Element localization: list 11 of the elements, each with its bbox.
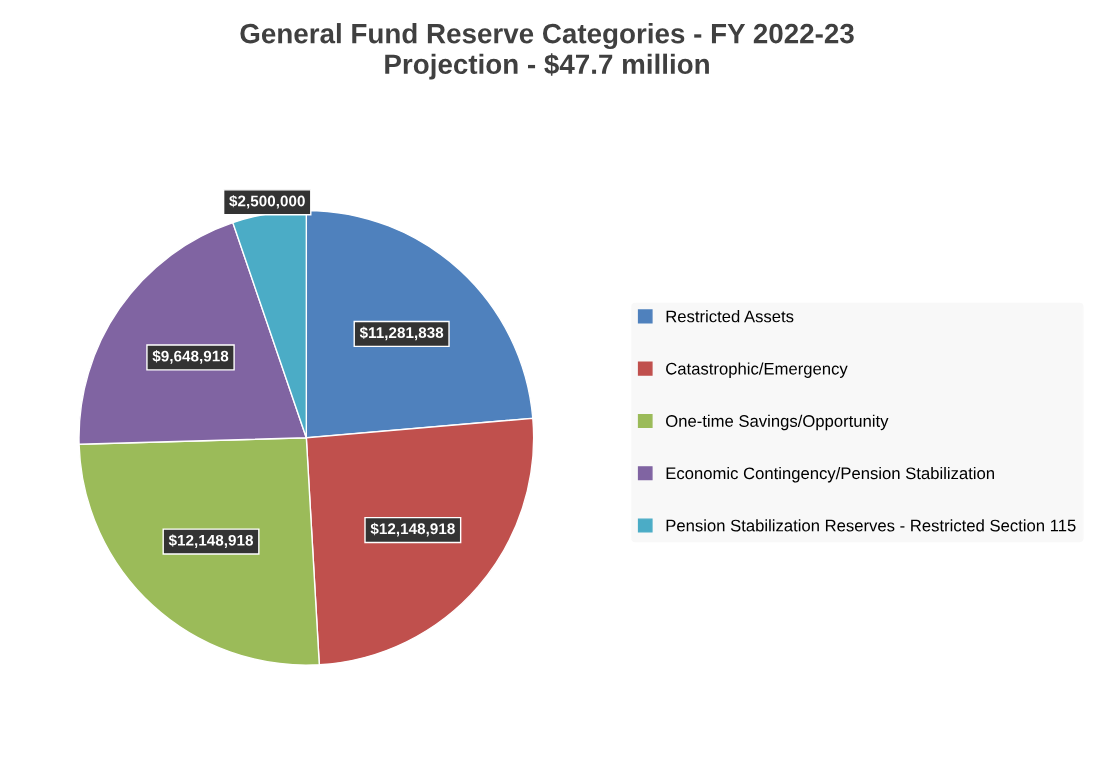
legend-label: Pension Stabilization Reserves - Restricted Section 115	[666, 519, 1076, 532]
data-label: $12,148,918	[168, 534, 254, 548]
chart-title: General Fund Reserve Categories - FY 2022-23 Projection - $47.7 million	[240, 23, 854, 80]
data-label: $12,148,918	[370, 522, 455, 537]
legend-label: One-time Savings/Opportunity	[666, 414, 889, 431]
legend-label: Catastrophic/Emergency	[666, 362, 848, 378]
legend-label: Economic Contingency/Pension Stabilization	[666, 466, 994, 483]
data-label: $9,648,918	[152, 350, 229, 364]
data-label: $11,281,838	[359, 326, 444, 341]
legend-label: Restricted Assets	[666, 310, 794, 323]
data-label: $2,500,000	[229, 194, 305, 209]
